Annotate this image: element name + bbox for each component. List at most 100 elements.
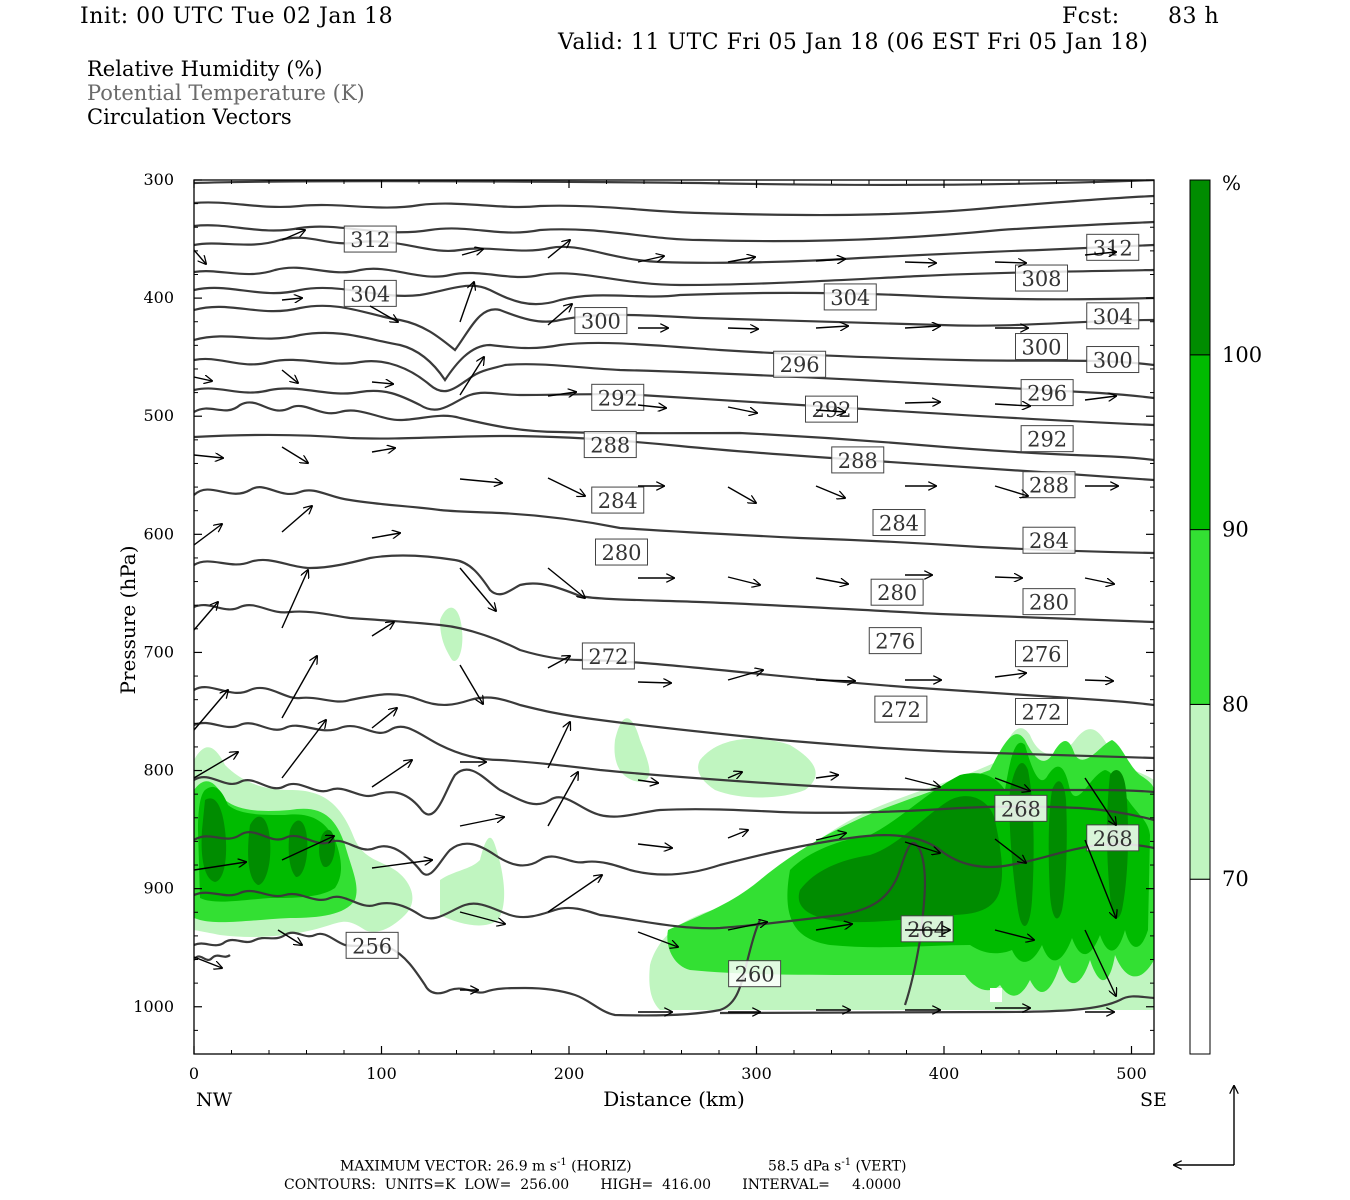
contour-label-text: 268: [1001, 797, 1041, 821]
contour-label-text: 284: [879, 512, 919, 536]
contour-label-box: [591, 383, 645, 411]
colorbar-segment: [1189, 878, 1211, 1055]
legend-theta: Potential Temperature (K): [87, 81, 365, 105]
contour-label: 296: [1020, 379, 1074, 407]
y-axis-ticks: 300 400 500 600 700 800 900 1000: [133, 170, 1154, 1055]
contour-label-text: 284: [1029, 529, 1069, 553]
contour-label-box: [728, 960, 782, 988]
contour-label: 272: [874, 695, 928, 723]
contour-label-box: [1086, 302, 1140, 330]
contour-label: 284: [1022, 526, 1076, 554]
contour-label-text: 312: [350, 228, 390, 252]
forecast-hour: 83 h: [1168, 4, 1220, 29]
contour-label-box: [581, 642, 635, 670]
contour-label-box: [1022, 526, 1076, 554]
contour-label-box: [1015, 333, 1068, 361]
contour-label-box: [1020, 379, 1074, 407]
max-vector-vert-unit: (VERT): [851, 1158, 907, 1175]
contour-label-box: [823, 283, 877, 311]
x-tick-label: 400: [929, 1064, 960, 1083]
contour-label-text: 272: [881, 698, 921, 722]
contour-label-text: 280: [1029, 591, 1069, 615]
colorbar-segment: [1189, 354, 1211, 531]
contour-label-box: [1022, 471, 1076, 499]
contour-label: 300: [1015, 333, 1068, 361]
colorbar-segment: [1189, 703, 1211, 880]
contour-label-text: 256: [352, 934, 392, 958]
contour-label-box: [1020, 425, 1074, 453]
contour-label-box: [343, 279, 397, 307]
contour-label-box: [831, 446, 885, 474]
contour-label: 276: [1015, 640, 1068, 668]
contour-label-text: 276: [1021, 643, 1061, 667]
contour-label-text: 304: [1093, 305, 1133, 329]
contour-label-text: 300: [581, 310, 621, 334]
max-vector-horiz-value: MAXIMUM VECTOR: 26.9 m s: [340, 1158, 557, 1175]
contour-label-box: [773, 350, 827, 378]
contour-label-text: 296: [1027, 382, 1067, 406]
contour-label: 260: [728, 960, 782, 988]
contour-label: 304: [823, 283, 877, 311]
x-tick-label: 200: [554, 1064, 585, 1083]
colorbar-level-label: 80: [1222, 692, 1249, 716]
contour-label-text: 272: [1021, 700, 1061, 724]
max-vector-horiz-unit: (HORIZ): [566, 1158, 632, 1175]
x-tick-label: 0: [189, 1064, 199, 1083]
contour-label: 312: [343, 225, 397, 253]
contour-label-text: 292: [1027, 428, 1067, 452]
contour-label: 288: [1022, 471, 1076, 499]
init-time: Init: 00 UTC Tue 02 Jan 18: [80, 4, 394, 29]
contour-label-box: [595, 538, 648, 566]
contour-label-text: 300: [1093, 349, 1133, 373]
contour-label-box: [870, 578, 924, 606]
contour-label-box: [1015, 264, 1068, 292]
y-tick-label: 700: [143, 642, 174, 661]
contour-label-text: 280: [877, 581, 917, 605]
contour-label-text: 288: [1029, 474, 1069, 498]
plot-frame: [193, 179, 1155, 1055]
contour-label-text: 288: [838, 449, 878, 473]
x-tick-label: 300: [741, 1064, 772, 1083]
contour-label-box: [574, 307, 628, 335]
contour-label: 292: [591, 383, 645, 411]
rh-colorbar: 70 80 90 100: [1189, 179, 1262, 1055]
contour-label-text: 260: [735, 963, 775, 987]
colorbar-level-label: 100: [1222, 343, 1262, 367]
x-axis-ticks: 0 100 200 300 400 500: [189, 180, 1147, 1083]
contour-label-text: 276: [875, 630, 915, 654]
contour-label-box: [1086, 346, 1140, 374]
contour-label: 288: [583, 431, 637, 459]
max-vector-line: MAXIMUM VECTOR: 26.9 m s-1 (HORIZ): [340, 1157, 632, 1175]
y-tick-label: 800: [143, 761, 174, 780]
contour-label: 300: [1086, 346, 1140, 374]
contour-label-text: 268: [1093, 827, 1133, 851]
y-tick-label: 500: [143, 406, 174, 425]
contour-label-box: [874, 695, 928, 723]
contour-label: 304: [343, 279, 397, 307]
contour-label-text: 288: [590, 434, 630, 458]
colorbar-level-label: 70: [1222, 867, 1249, 891]
x-axis-title: Distance (km): [603, 1087, 745, 1111]
contour-label-text: 304: [830, 286, 870, 310]
contour-label: 268: [1086, 824, 1140, 852]
contour-label: 292: [805, 395, 858, 423]
contour-label: 256: [345, 931, 399, 959]
x-axis-right-end: SE: [1140, 1089, 1167, 1111]
x-axis-left-end: NW: [196, 1089, 233, 1111]
x-tick-label: 100: [366, 1064, 397, 1083]
contour-label-text: 280: [601, 541, 641, 565]
contour-label-text: 304: [350, 282, 390, 306]
max-vector-vert-line: 58.5 dPa s-1 (VERT): [768, 1157, 906, 1175]
contour-info-line: CONTOURS: UNITS=K LOW= 256.00 HIGH= 416.…: [284, 1177, 902, 1193]
contour-label: 276: [868, 627, 922, 655]
y-tick-label: 300: [143, 170, 174, 189]
max-vector-vert-sup: -1: [841, 1157, 852, 1168]
contour-label: 308: [1015, 264, 1068, 292]
contour-label: 272: [581, 642, 635, 670]
colorbar-level-label: 90: [1222, 518, 1249, 542]
contour-label-box: [805, 395, 858, 423]
contour-label-text: 292: [598, 386, 638, 410]
contour-label-box: [1022, 588, 1076, 616]
contour-label: 300: [574, 307, 628, 335]
